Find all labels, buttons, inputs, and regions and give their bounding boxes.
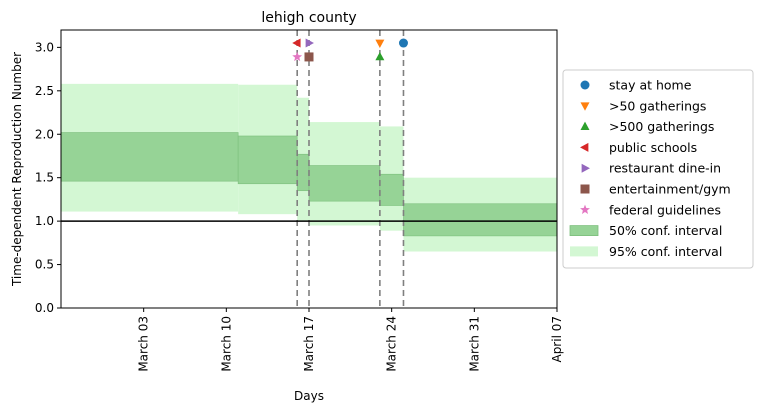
legend-swatch bbox=[570, 246, 598, 257]
legend-marker bbox=[580, 102, 590, 111]
legend-label: entertainment/gym bbox=[609, 182, 731, 197]
x-axis: March 03 March 10 March 17 March 24 March 31… bbox=[137, 308, 564, 372]
y-tick-label: 2.5 bbox=[35, 84, 54, 98]
ci50-band bbox=[308, 165, 381, 202]
ci50-band bbox=[296, 153, 310, 192]
marker-restaurant-dine-in bbox=[305, 38, 314, 48]
legend-label: 50% conf. interval bbox=[609, 223, 722, 238]
y-tick-label: 1.5 bbox=[35, 171, 54, 185]
ci50-band bbox=[379, 173, 404, 206]
x-tick-label: March 17 bbox=[302, 316, 316, 372]
marker-public-schools bbox=[292, 38, 301, 48]
marker-stay-at-home bbox=[398, 38, 408, 48]
legend-swatch bbox=[569, 225, 599, 237]
ci50-band bbox=[237, 135, 298, 185]
y-axis: 0.0 0.5 1.0 1.5 2.0 2.5 3.0 bbox=[35, 40, 61, 315]
x-tick-label: March 31 bbox=[467, 316, 481, 372]
legend-marker bbox=[580, 204, 590, 214]
y-tick-label: 3.0 bbox=[35, 40, 54, 54]
legend: stay at home >50 gatherings >500 gathering… bbox=[562, 69, 754, 269]
y-tick-label: 2.0 bbox=[35, 127, 54, 141]
legend-label: federal guidelines bbox=[609, 202, 721, 217]
x-axis-label: Days bbox=[294, 389, 324, 403]
legend-marker bbox=[580, 80, 590, 90]
legend-frame bbox=[562, 69, 754, 269]
legend-label: public schools bbox=[609, 140, 697, 155]
marker-50-gatherings bbox=[375, 39, 385, 48]
x-tick-label: March 03 bbox=[137, 316, 151, 372]
ci50-band bbox=[403, 203, 558, 237]
y-tick-label: 1.0 bbox=[35, 214, 54, 228]
legend-label: 95% conf. interval bbox=[609, 244, 722, 259]
legend-marker bbox=[580, 121, 590, 130]
legend-label: stay at home bbox=[609, 78, 692, 93]
legend-label: >500 gatherings bbox=[609, 119, 714, 134]
marker-federal-guidelines bbox=[292, 51, 303, 62]
y-tick-label: 0.0 bbox=[35, 301, 54, 315]
legend-label: >50 gatherings bbox=[609, 98, 706, 113]
y-axis-label: Time-dependent Reproduction Number bbox=[10, 52, 24, 287]
marker-entertainment-gym bbox=[304, 52, 314, 62]
legend-marker bbox=[580, 184, 590, 194]
intervention-lines bbox=[296, 30, 405, 308]
x-tick-label: March 24 bbox=[385, 316, 399, 372]
confidence-bands bbox=[60, 83, 558, 252]
legend-marker bbox=[581, 163, 590, 173]
x-tick-label: April 07 bbox=[550, 316, 564, 363]
marker-500-gatherings bbox=[375, 51, 385, 61]
legend-marker bbox=[580, 142, 589, 152]
y-tick-label: 0.5 bbox=[35, 258, 54, 272]
legend-label: restaurant dine-in bbox=[609, 161, 721, 176]
x-tick-label: March 10 bbox=[219, 316, 233, 372]
chart-title: lehigh county bbox=[261, 10, 356, 26]
intervention-markers bbox=[292, 38, 408, 62]
ci50-band bbox=[60, 132, 239, 182]
